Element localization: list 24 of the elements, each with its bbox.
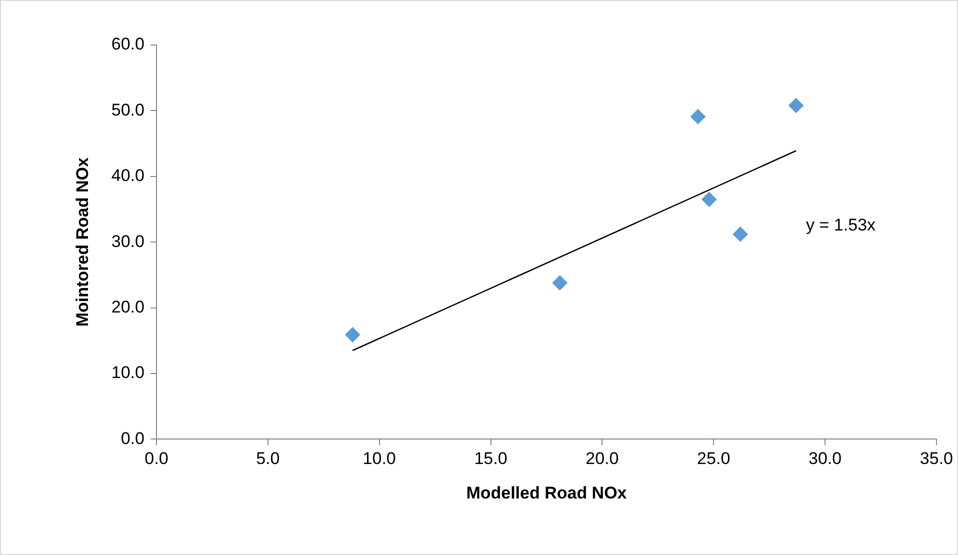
- point: [702, 192, 717, 207]
- x-tick-label: 35.0: [920, 449, 954, 468]
- y-tick-label: 10.0: [111, 363, 144, 382]
- x-tick-label: 25.0: [697, 449, 730, 468]
- point: [732, 226, 748, 242]
- x-tick-label: 0.0: [144, 449, 168, 468]
- x-tick-label: 5.0: [256, 449, 280, 468]
- y-tick-label: 30.0: [111, 232, 144, 251]
- x-tick-label: 10.0: [362, 449, 396, 468]
- point: [552, 275, 568, 290]
- point: [345, 327, 360, 342]
- y-tick-label: 40.0: [111, 166, 144, 186]
- x-axis-title: Modelled Road NOx: [466, 483, 628, 502]
- point: [690, 109, 706, 124]
- y-tick-label: 60.0: [111, 34, 144, 54]
- y-axis-title: Mointored Road NOx: [72, 157, 92, 327]
- y-tick-label: 20.0: [111, 297, 144, 316]
- annotation: y = 1.53x: [806, 215, 876, 234]
- x-tick-label: 15.0: [474, 449, 508, 468]
- x-tick-label: 20.0: [586, 449, 619, 468]
- y-tick-label: 0.0: [120, 428, 144, 448]
- x-tick-label: 30.0: [808, 449, 842, 468]
- y-tick-label: 50.0: [111, 100, 144, 120]
- point: [788, 98, 804, 113]
